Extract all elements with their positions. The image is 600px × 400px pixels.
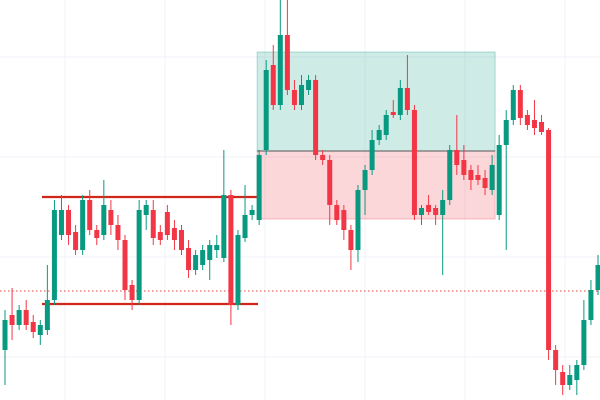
candle-body (129, 285, 135, 300)
candle-body (341, 210, 347, 230)
candle-body (242, 215, 248, 238)
candle-body (94, 230, 100, 238)
candle-body (115, 225, 121, 240)
candle-body (270, 65, 276, 105)
candle-body (221, 195, 227, 258)
candle-body (306, 80, 312, 90)
candle-body (581, 320, 587, 365)
candle-body (313, 80, 319, 155)
candle-body (186, 248, 192, 270)
candle-body (454, 150, 460, 165)
candle-body (567, 375, 573, 385)
candle-body (256, 155, 262, 220)
candle-body (87, 200, 93, 230)
candle-body (510, 90, 516, 120)
candle-body (524, 115, 530, 125)
candle-body (157, 232, 163, 240)
candle-body (390, 112, 396, 115)
candle-body (433, 208, 439, 215)
candle-body (482, 178, 488, 188)
candle-body (355, 190, 361, 250)
candle-body (531, 120, 537, 128)
candle-body (588, 290, 594, 320)
candle-body (517, 90, 523, 118)
candle-body (503, 120, 509, 145)
candle-body (150, 210, 156, 238)
candle-body (334, 205, 340, 220)
candle-body (30, 322, 36, 332)
candle-body (193, 255, 199, 270)
candle-body (291, 90, 297, 105)
candle-body (136, 210, 142, 300)
candle-body (440, 200, 446, 215)
candle-body (263, 70, 269, 150)
candle-body (404, 88, 410, 110)
candle-body (539, 122, 545, 132)
candle-body (23, 310, 29, 325)
candle-body (66, 210, 72, 235)
candle-body (327, 160, 333, 205)
candle-body (560, 372, 566, 385)
candle-body (411, 110, 417, 215)
candle-body (228, 195, 234, 305)
candle-body (164, 212, 170, 235)
candle-body (383, 115, 389, 135)
candle-body (419, 208, 425, 215)
candle-body (2, 320, 8, 350)
candle-body (58, 210, 64, 235)
candle-body (348, 230, 354, 250)
candle-body (553, 350, 559, 370)
candle-body (299, 85, 304, 105)
candle-body (235, 235, 241, 305)
candle-body (178, 230, 184, 250)
candle-body (122, 240, 128, 290)
position-profit-zone (256, 51, 496, 152)
candle-body (320, 155, 326, 160)
candle-body (489, 165, 495, 190)
candle-body (108, 210, 114, 225)
candle-body (397, 88, 403, 115)
candle-body (546, 130, 552, 350)
candle-body (214, 245, 220, 250)
candle-body (80, 200, 86, 250)
candle-body (44, 300, 50, 330)
candle-body (574, 365, 580, 380)
candle-body (468, 170, 474, 180)
candle-body (447, 150, 453, 200)
candle-body (9, 315, 15, 325)
position-loss-zone (256, 150, 496, 220)
candle-body (595, 265, 600, 290)
candle-body (200, 250, 206, 265)
candle-body (475, 175, 481, 180)
candle-body (369, 140, 375, 170)
candle-body (284, 35, 290, 90)
candle-body (461, 160, 467, 175)
candle-body (101, 205, 107, 235)
candle-body (171, 228, 177, 240)
candle-body (362, 170, 368, 190)
candle-body (37, 325, 43, 335)
candle-body (249, 210, 255, 215)
candle-body (277, 35, 283, 105)
candle-body (207, 245, 213, 260)
candle-body (16, 310, 22, 325)
candle-body (143, 205, 149, 215)
candle-body (496, 145, 502, 215)
candle-body (426, 205, 432, 212)
candle-body (51, 210, 57, 300)
candle-body (73, 232, 79, 250)
candle-body (376, 130, 382, 140)
